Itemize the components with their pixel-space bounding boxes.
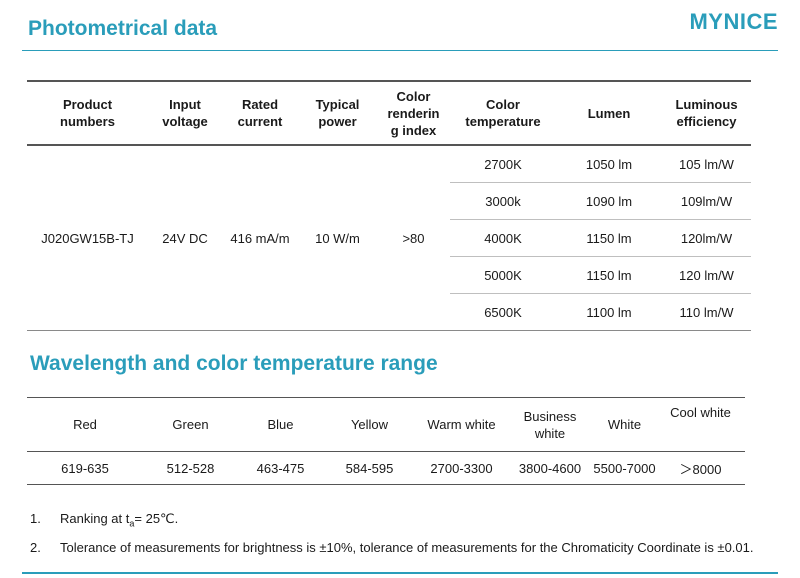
table-row: 6500K 1100 lm 110 lm/W bbox=[27, 293, 751, 331]
cell-efficiency: 120 lm/W bbox=[662, 256, 751, 294]
header-luminous-efficiency: Luminous efficiency bbox=[662, 80, 751, 146]
cell-lumen: 1090 lm bbox=[556, 182, 662, 220]
cell-lumen: 1050 lm bbox=[556, 145, 662, 183]
note-1: 1. Ranking at ta= 25℃. bbox=[30, 507, 753, 536]
cell-cct: 6500K bbox=[450, 293, 556, 331]
header-input-voltage: Input voltage bbox=[148, 80, 222, 146]
note-2: 2. Tolerance of measurements for brightn… bbox=[30, 536, 753, 559]
cell-green: 512-528 bbox=[143, 451, 238, 485]
header-rated-current: Rated current bbox=[222, 80, 298, 146]
header-business-white: Business white bbox=[507, 397, 593, 452]
cell-efficiency: 120lm/W bbox=[662, 219, 751, 257]
cell-lumen: 1150 lm bbox=[556, 219, 662, 257]
cell-lumen: 1150 lm bbox=[556, 256, 662, 294]
header-typical-power: Typical power bbox=[298, 80, 377, 146]
cell-yellow: 584-595 bbox=[323, 451, 416, 485]
header-cool-white: Cool white bbox=[656, 397, 745, 452]
cell-cct: 5000K bbox=[450, 256, 556, 294]
cell-business-white: 3800-4600 bbox=[507, 451, 593, 485]
cell-efficiency: 105 lm/W bbox=[662, 145, 751, 183]
cell-rated-current: 416 mA/m bbox=[222, 145, 298, 331]
brand-logo: MYNICE bbox=[689, 9, 778, 34]
cell-cct: 3000k bbox=[450, 182, 556, 220]
wavelength-table: Red Green Blue Yellow Warm white Busines… bbox=[27, 397, 745, 485]
cell-red: 619-635 bbox=[27, 451, 143, 485]
header-product-numbers: Product numbers bbox=[27, 80, 148, 146]
photometric-title: Photometrical data bbox=[28, 17, 218, 40]
cell-blue: 463-475 bbox=[238, 451, 323, 485]
cell-efficiency: 109lm/W bbox=[662, 182, 751, 220]
note-1-prefix: Ranking at t bbox=[60, 511, 130, 526]
note-1-number: 1. bbox=[30, 511, 41, 526]
wavelength-title: Wavelength and color temperature range bbox=[30, 352, 438, 375]
note-1-subscript: a bbox=[129, 518, 135, 529]
photometric-table: Product numbers Input voltage Rated curr… bbox=[27, 80, 751, 331]
header-color-temperature: Color temperature bbox=[450, 80, 556, 146]
wavelength-header-row: Red Green Blue Yellow Warm white Busines… bbox=[27, 397, 745, 452]
table-row: 5000K 1150 lm 120 lm/W bbox=[27, 256, 751, 294]
cell-warm-white: 2700-3300 bbox=[416, 451, 507, 485]
table-row: 619-635 512-528 463-475 584-595 2700-330… bbox=[27, 451, 745, 485]
header-yellow: Yellow bbox=[323, 397, 416, 452]
table-row: 4000K 1150 lm 120lm/W bbox=[27, 219, 751, 257]
notes: 1. Ranking at ta= 25℃. 2. Tolerance of m… bbox=[30, 507, 753, 559]
header-lumen: Lumen bbox=[556, 80, 662, 146]
header-red: Red bbox=[27, 397, 143, 452]
footer-divider bbox=[22, 572, 778, 574]
note-2-text: Tolerance of measurements for brightness… bbox=[60, 539, 754, 555]
cell-lumen: 1100 lm bbox=[556, 293, 662, 331]
cell-efficiency: 110 lm/W bbox=[662, 293, 751, 331]
cell-cct: 4000K bbox=[450, 219, 556, 257]
header-white: White bbox=[593, 397, 656, 452]
cell-typical-power: 10 W/m bbox=[298, 145, 377, 331]
table-row: J020GW15B-TJ 24V DC 416 mA/m 10 W/m >80 … bbox=[27, 145, 751, 331]
photometric-header-row: Product numbers Input voltage Rated curr… bbox=[27, 80, 751, 146]
header-divider bbox=[22, 50, 778, 51]
note-2-number: 2. bbox=[30, 539, 41, 555]
cell-input-voltage: 24V DC bbox=[148, 145, 222, 331]
header-warm-white: Warm white bbox=[416, 397, 507, 452]
note-1-text: Ranking at ta= 25℃. bbox=[60, 507, 178, 536]
header-green: Green bbox=[143, 397, 238, 452]
table-row: 3000k 1090 lm 109lm/W bbox=[27, 182, 751, 220]
cell-cct: 2700K bbox=[450, 145, 556, 183]
note-1-suffix: = 25℃. bbox=[134, 511, 179, 526]
header-cri: Color renderin g index bbox=[377, 80, 450, 146]
cell-product: J020GW15B-TJ bbox=[27, 145, 148, 331]
cell-white: 5500-7000 bbox=[593, 451, 656, 485]
cell-cool-white: ＞8000 bbox=[656, 451, 745, 485]
header-blue: Blue bbox=[238, 397, 323, 452]
cell-cri: >80 bbox=[377, 145, 450, 331]
